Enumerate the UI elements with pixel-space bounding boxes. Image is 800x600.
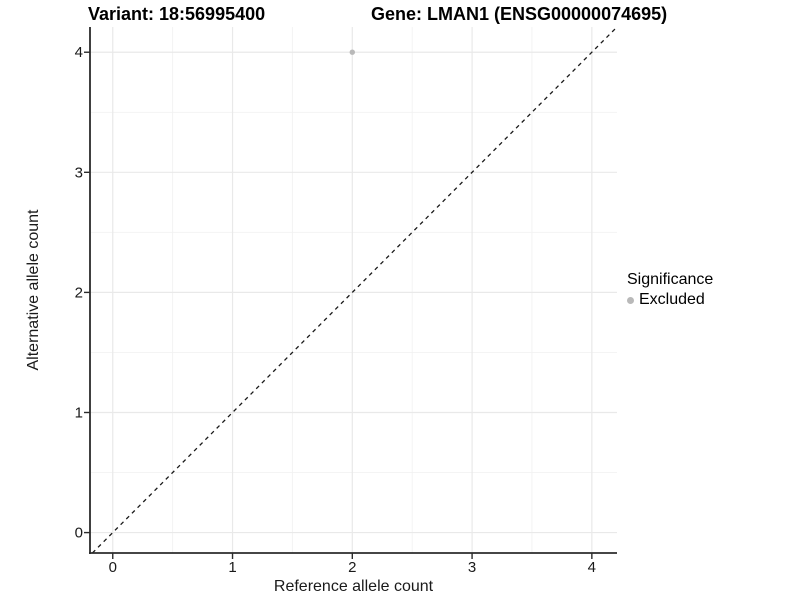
excluded-point-icon: [627, 296, 634, 304]
y-tick-label: 1: [75, 404, 83, 421]
legend: Significance Excluded: [627, 270, 713, 310]
legend-item-label: Excluded: [639, 291, 705, 308]
y-tick-label: 3: [75, 164, 83, 181]
x-tick-label: 3: [468, 559, 476, 576]
x-tick-label: 2: [348, 559, 356, 576]
variant-title: Variant: 18:56995400: [88, 4, 266, 24]
x-axis-label: Reference allele count: [273, 578, 434, 595]
data-point: [349, 49, 356, 55]
gene-title: Gene: LMAN1 (ENSG00000074695): [371, 4, 668, 24]
y-tick-label: 0: [75, 525, 83, 542]
legend-item-excluded: Excluded: [627, 290, 713, 310]
x-tick-label: 0: [109, 559, 117, 576]
y-tick-label: 4: [75, 44, 83, 61]
legend-title: Significance: [627, 271, 714, 288]
x-tick-label: 4: [588, 559, 596, 576]
y-axis-label: Alternative allele count: [25, 209, 42, 371]
x-tick-label: 1: [228, 559, 236, 576]
identity-line: [91, 26, 618, 554]
y-tick-label: 2: [75, 284, 83, 301]
